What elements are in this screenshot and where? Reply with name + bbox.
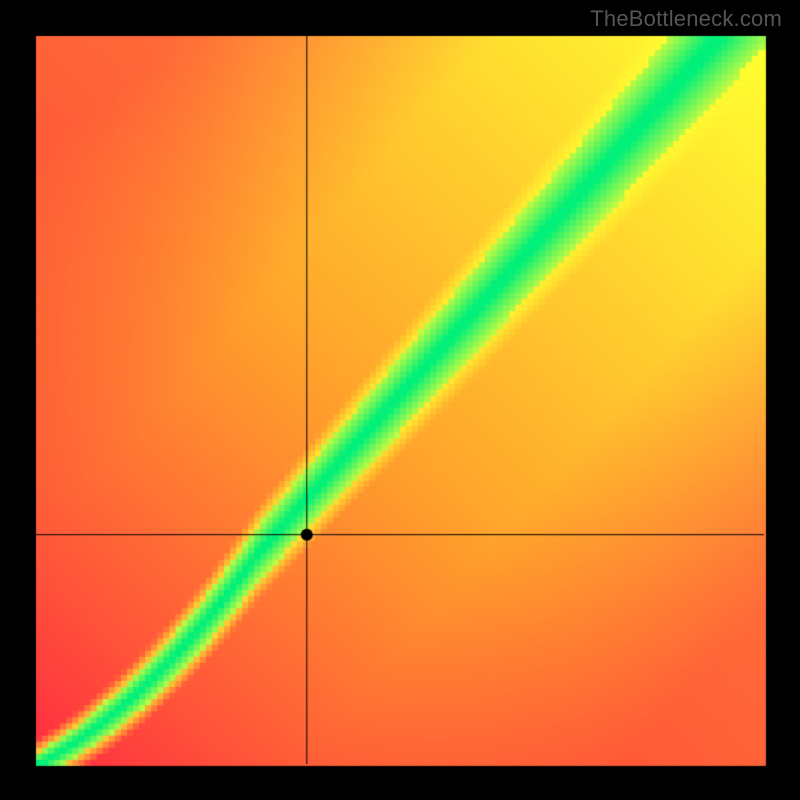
bottleneck-heatmap-canvas (0, 0, 800, 800)
chart-container: TheBottleneck.com (0, 0, 800, 800)
watermark-text: TheBottleneck.com (590, 6, 782, 32)
